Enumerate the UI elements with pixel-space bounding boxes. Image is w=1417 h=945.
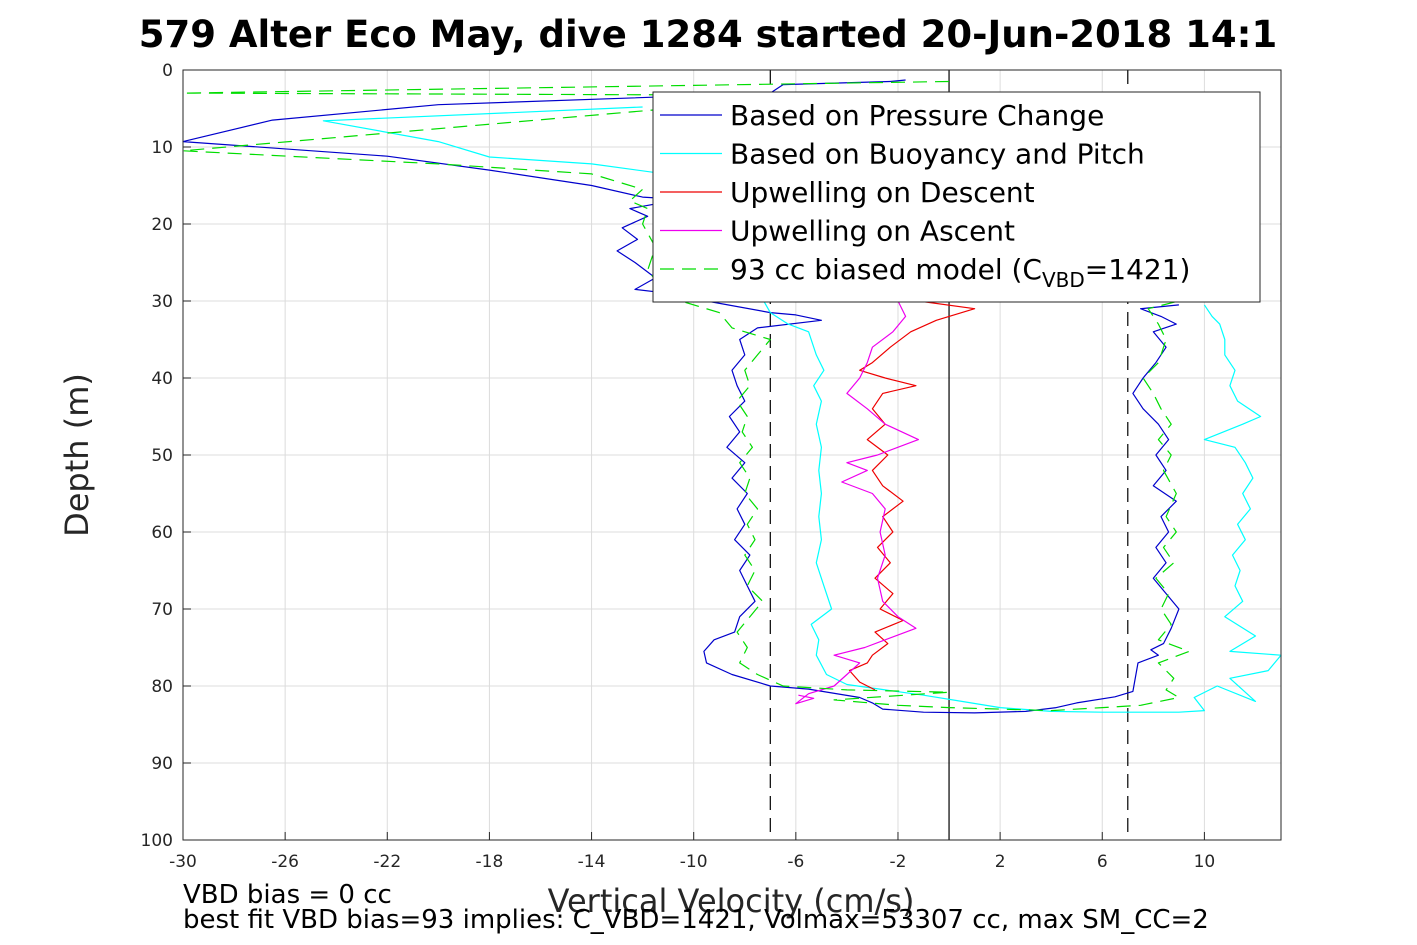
chart-title: 579 Alter Eco May, dive 1284 started 20-… [139,13,1277,56]
series-line-2 [848,300,976,691]
y-tick-label-3: 30 [151,292,173,312]
x-tick-label-10: 10 [1194,852,1216,872]
legend-box [652,91,1261,303]
annotation-vbd-bias: VBD bias = 0 cc [183,880,392,910]
y-tick-label-2: 20 [151,215,173,235]
y-tick-label-7: 70 [151,600,173,620]
y-axis-label: Depth (m) [58,373,96,537]
legend-label-4: 93 cc biased model (CVBD=1421) [730,253,1190,292]
y-tick-label-6: 60 [151,523,173,543]
legend-label-0: Based on Pressure Change [730,99,1104,132]
legend: Based on Pressure Change Based on Buoyanc… [652,91,1261,303]
legend-label-3: Upwelling on Ascent [730,215,1015,248]
x-tick-label-7: -2 [890,852,907,872]
y-tick-label-9: 90 [151,754,173,774]
series-line-1 [322,106,1282,713]
x-tick-label-8: 2 [995,852,1006,872]
x-tick-label-9: 6 [1097,852,1108,872]
y-tick-label-10: 100 [141,831,173,851]
legend-label-1: Based on Buoyancy and Pitch [730,138,1145,171]
x-axis-label: Vertical Velocity (cm/s) [548,882,915,920]
x-tick-label-0: -30 [169,852,197,872]
x-tick-label-2: -22 [373,852,401,872]
y-tick-label-1: 10 [151,138,173,158]
x-tick-label-6: -6 [787,852,804,872]
y-tick-label-0: 0 [162,61,173,81]
x-tick-label-1: -26 [271,852,299,872]
y-tick-label-5: 50 [151,446,173,466]
annotation-best-fit: best fit VBD bias=93 implies: C_VBD=1421… [183,905,1209,935]
x-tick-label-5: -10 [680,852,708,872]
y-axis-ticks: 0 10 20 30 40 50 60 70 80 90 100 [141,61,191,851]
legend-label-2: Upwelling on Descent [730,176,1035,209]
series-line-0 [182,79,1180,714]
x-axis-ticks: -30 -26 -22 -18 -14 -10 -6 -2 2 6 10 [169,832,1215,872]
legend-entries: Based on Pressure Change Based on Buoyanc… [660,99,1190,292]
y-tick-label-8: 80 [151,677,173,697]
x-tick-label-4: -14 [578,852,606,872]
y-tick-label-4: 40 [151,369,173,389]
x-tick-label-3: -18 [476,852,504,872]
series-line-3 [795,300,919,705]
